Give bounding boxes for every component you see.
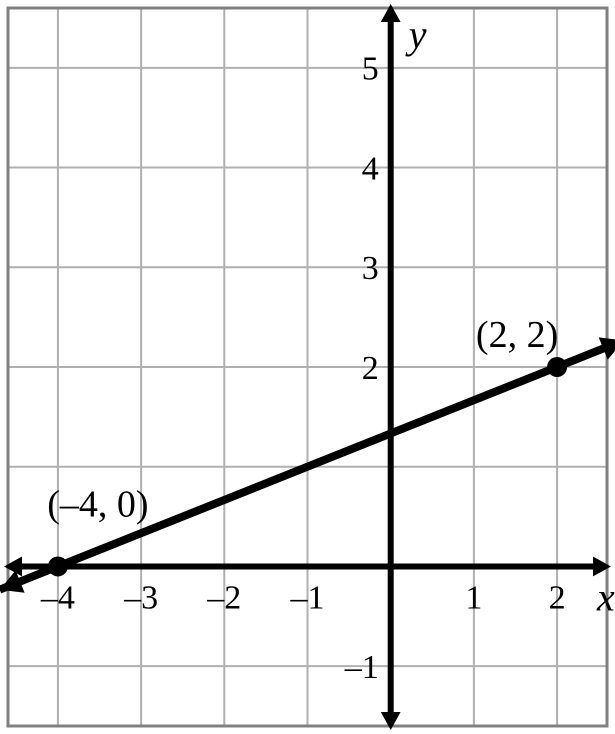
x-tick-label: 2 xyxy=(549,579,566,616)
x-tick-label: –3 xyxy=(123,579,158,616)
y-tick-label: 5 xyxy=(362,51,379,88)
y-tick-label: 3 xyxy=(362,250,379,287)
x-tick-label: –2 xyxy=(206,579,241,616)
x-tick-label: 1 xyxy=(465,579,482,616)
x-tick-label: –1 xyxy=(290,579,325,616)
point-label: (2, 2) xyxy=(476,314,558,356)
coordinate-plot: –4 –3 –2 –1 1 2 –1 2 3 4 5 x y (–4, 0) (2, 2) xyxy=(0,0,615,734)
y-tick-label: 2 xyxy=(362,350,379,387)
data-point xyxy=(48,556,68,576)
y-tick-label: 4 xyxy=(362,150,379,187)
y-axis-label: y xyxy=(405,12,427,57)
y-tick-label: –1 xyxy=(344,649,379,686)
x-axis-label: x xyxy=(596,574,615,619)
point-label: (–4, 0) xyxy=(47,483,148,525)
x-tick-label: –4 xyxy=(40,579,75,616)
data-point xyxy=(547,357,567,377)
